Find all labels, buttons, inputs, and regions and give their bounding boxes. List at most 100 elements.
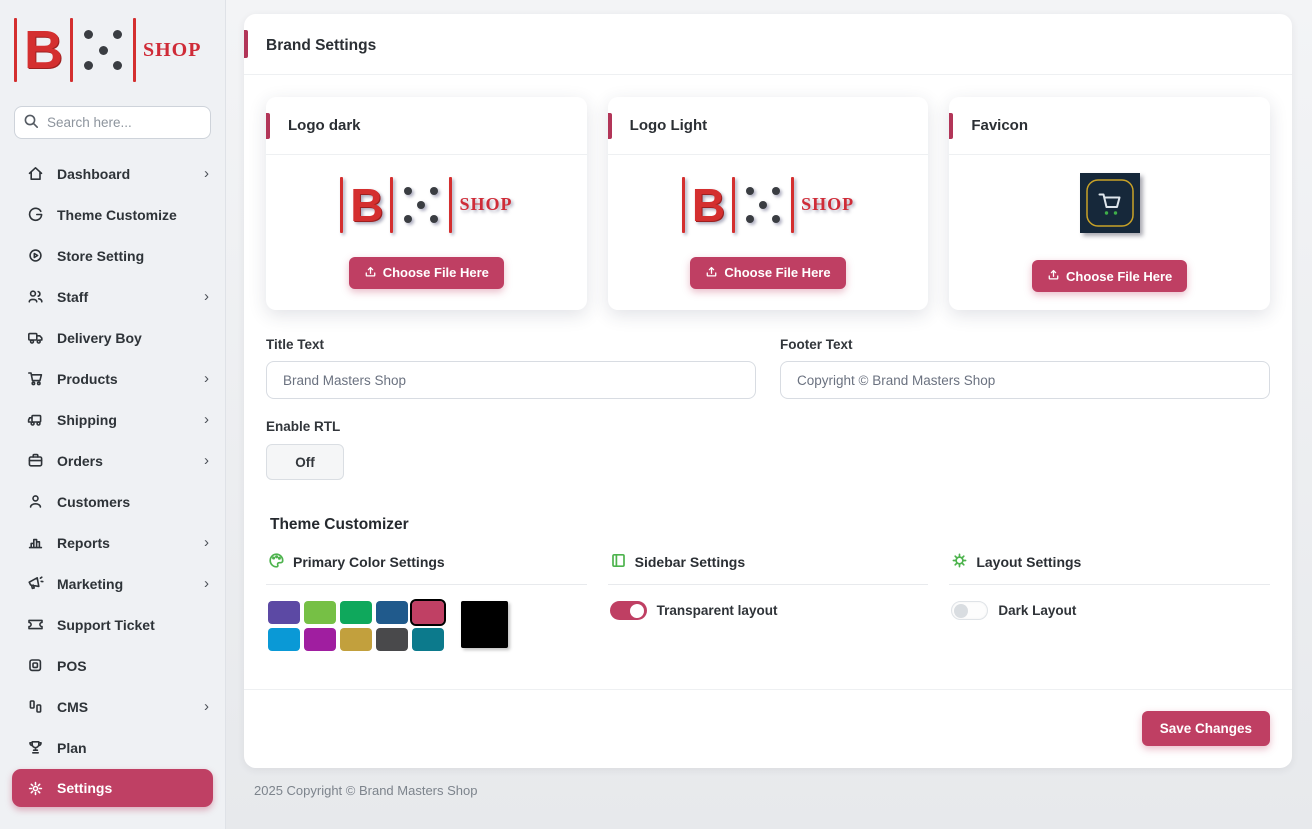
brand-settings-card: Brand Settings Logo dark B (244, 14, 1292, 768)
layout-settings-label: Layout Settings (976, 554, 1082, 570)
title-text-input[interactable] (266, 361, 756, 399)
layout-settings-section: Layout Settings Dark Layout (949, 552, 1270, 651)
chevron-right-icon: › (204, 534, 209, 551)
logo-light-preview: B SHOP (681, 176, 854, 233)
transparent-layout-toggle[interactable] (609, 601, 647, 620)
color-swatch[interactable] (340, 628, 372, 651)
gear-icon (26, 780, 44, 797)
choose-file-button[interactable]: Choose File Here (1032, 260, 1188, 292)
color-swatch[interactable] (340, 601, 372, 624)
sidebar-settings-section: Sidebar Settings Transparent layout (607, 552, 929, 651)
upload-icon (1047, 268, 1060, 284)
bar-chart-icon (26, 534, 44, 551)
sidebar-item-support-ticket[interactable]: Support Ticket (0, 604, 225, 645)
sidebar-item-shipping[interactable]: Shipping › (0, 399, 225, 440)
chevron-right-icon: › (204, 411, 209, 428)
save-changes-button[interactable]: Save Changes (1141, 711, 1270, 746)
color-swatch[interactable] (268, 601, 300, 624)
favicon-card: Favicon Choo (949, 97, 1270, 310)
chevron-right-icon: › (204, 575, 209, 592)
sidebar-item-settings[interactable]: Settings (12, 769, 213, 807)
user-icon (26, 493, 44, 510)
sidebar-item-products[interactable]: Products › (0, 358, 225, 399)
cart-icon (26, 370, 44, 387)
chevron-right-icon: › (204, 452, 209, 469)
card-body: Logo dark B SHOP Choos (244, 75, 1292, 689)
sidebar-nav: Dashboard › Theme Customize Store Settin… (0, 151, 225, 829)
dark-layout-label: Dark Layout (998, 603, 1077, 618)
sidebar-item-plan[interactable]: Plan (0, 727, 225, 768)
title-text-label: Title Text (266, 337, 325, 352)
palette-icon (268, 552, 285, 572)
logo-bar (14, 18, 17, 82)
search-input[interactable] (14, 106, 211, 139)
search-icon (23, 113, 40, 133)
color-swatch[interactable] (304, 628, 336, 651)
transparent-layout-label: Transparent layout (656, 603, 778, 618)
footer-text-input[interactable] (780, 361, 1270, 399)
favicon-preview (1079, 173, 1140, 236)
copyright-text: 2025 Copyright © Brand Masters Shop (254, 783, 478, 798)
dark-layout-toggle[interactable] (951, 601, 989, 620)
sidebar-item-delivery-boy[interactable]: Delivery Boy (0, 317, 225, 358)
favicon-title: Favicon (971, 117, 1029, 134)
bshop-logo: B SHOP (14, 18, 201, 82)
sidebar-item-orders[interactable]: Orders › (0, 440, 225, 481)
cms-icon (26, 698, 44, 715)
chevron-right-icon: › (204, 698, 209, 715)
card-header: Brand Settings (244, 14, 1292, 75)
main-content: Brand Settings Logo dark B (226, 0, 1312, 829)
sidebar: B SHOP Dashboard › Theme Customize Stor (0, 0, 226, 829)
color-swatch[interactable] (304, 601, 336, 624)
logo-shop-text: SHOP (143, 38, 202, 61)
truck-icon (26, 329, 44, 346)
accent-bar (266, 112, 270, 139)
color-swatch[interactable] (376, 628, 408, 651)
logo-light-title: Logo Light (629, 117, 708, 134)
footer-text-label: Footer Text (780, 337, 853, 352)
primary-color-section: Primary Color Settings (266, 552, 587, 651)
color-swatch[interactable] (412, 628, 444, 651)
upload-icon (364, 265, 377, 281)
sidebar-item-pos[interactable]: POS (0, 645, 225, 686)
ticket-icon (26, 616, 44, 633)
sidebar-item-customers[interactable]: Customers (0, 481, 225, 522)
sidebar-item-theme-customize[interactable]: Theme Customize (0, 194, 225, 235)
logo-bar (133, 18, 136, 82)
text-fields: Title Text Footer Text (266, 337, 1270, 399)
logo-dark-card: Logo dark B SHOP Choos (266, 97, 587, 310)
enable-rtl-label: Enable RTL (266, 419, 341, 434)
accent-bar (244, 30, 248, 58)
sidebar-search (14, 106, 211, 139)
rtl-toggle-button[interactable]: Off (266, 444, 344, 480)
choose-file-button[interactable]: Choose File Here (348, 256, 504, 289)
sidebar-item-dashboard[interactable]: Dashboard › (0, 153, 225, 194)
sidebar-settings-label: Sidebar Settings (634, 554, 746, 570)
megaphone-icon (26, 575, 44, 592)
sidebar-item-cms[interactable]: CMS › (0, 686, 225, 727)
enable-rtl-block: Enable RTL Off (266, 419, 1270, 480)
color-swatch[interactable] (376, 601, 408, 624)
custom-color-swatch[interactable] (461, 601, 508, 648)
sidebar-item-reports[interactable]: Reports › (0, 522, 225, 563)
upload-cards: Logo dark B SHOP Choos (266, 97, 1270, 310)
primary-color-label: Primary Color Settings (293, 554, 445, 570)
logo-dark-title: Logo dark (288, 117, 361, 134)
logo-bar (70, 18, 73, 82)
logo-dots (80, 27, 126, 73)
color-swatch[interactable] (410, 599, 446, 626)
brand-logo[interactable]: B SHOP (0, 0, 225, 100)
theme-icon (26, 206, 44, 223)
pos-icon (26, 657, 44, 674)
choose-file-button[interactable]: Choose File Here (690, 256, 846, 289)
layout-gear-icon (951, 552, 968, 572)
sidebar-item-marketing[interactable]: Marketing › (0, 563, 225, 604)
sidebar-item-store-setting[interactable]: Store Setting (0, 235, 225, 276)
sidebar-layout-icon (610, 552, 627, 572)
color-swatch[interactable] (268, 628, 300, 651)
sidebar-item-staff[interactable]: Staff › (0, 276, 225, 317)
chevron-right-icon: › (204, 288, 209, 305)
color-swatches (268, 599, 446, 651)
card-footer: Save Changes (244, 689, 1292, 768)
theme-customizer: Primary Color Settings S (266, 552, 1270, 651)
